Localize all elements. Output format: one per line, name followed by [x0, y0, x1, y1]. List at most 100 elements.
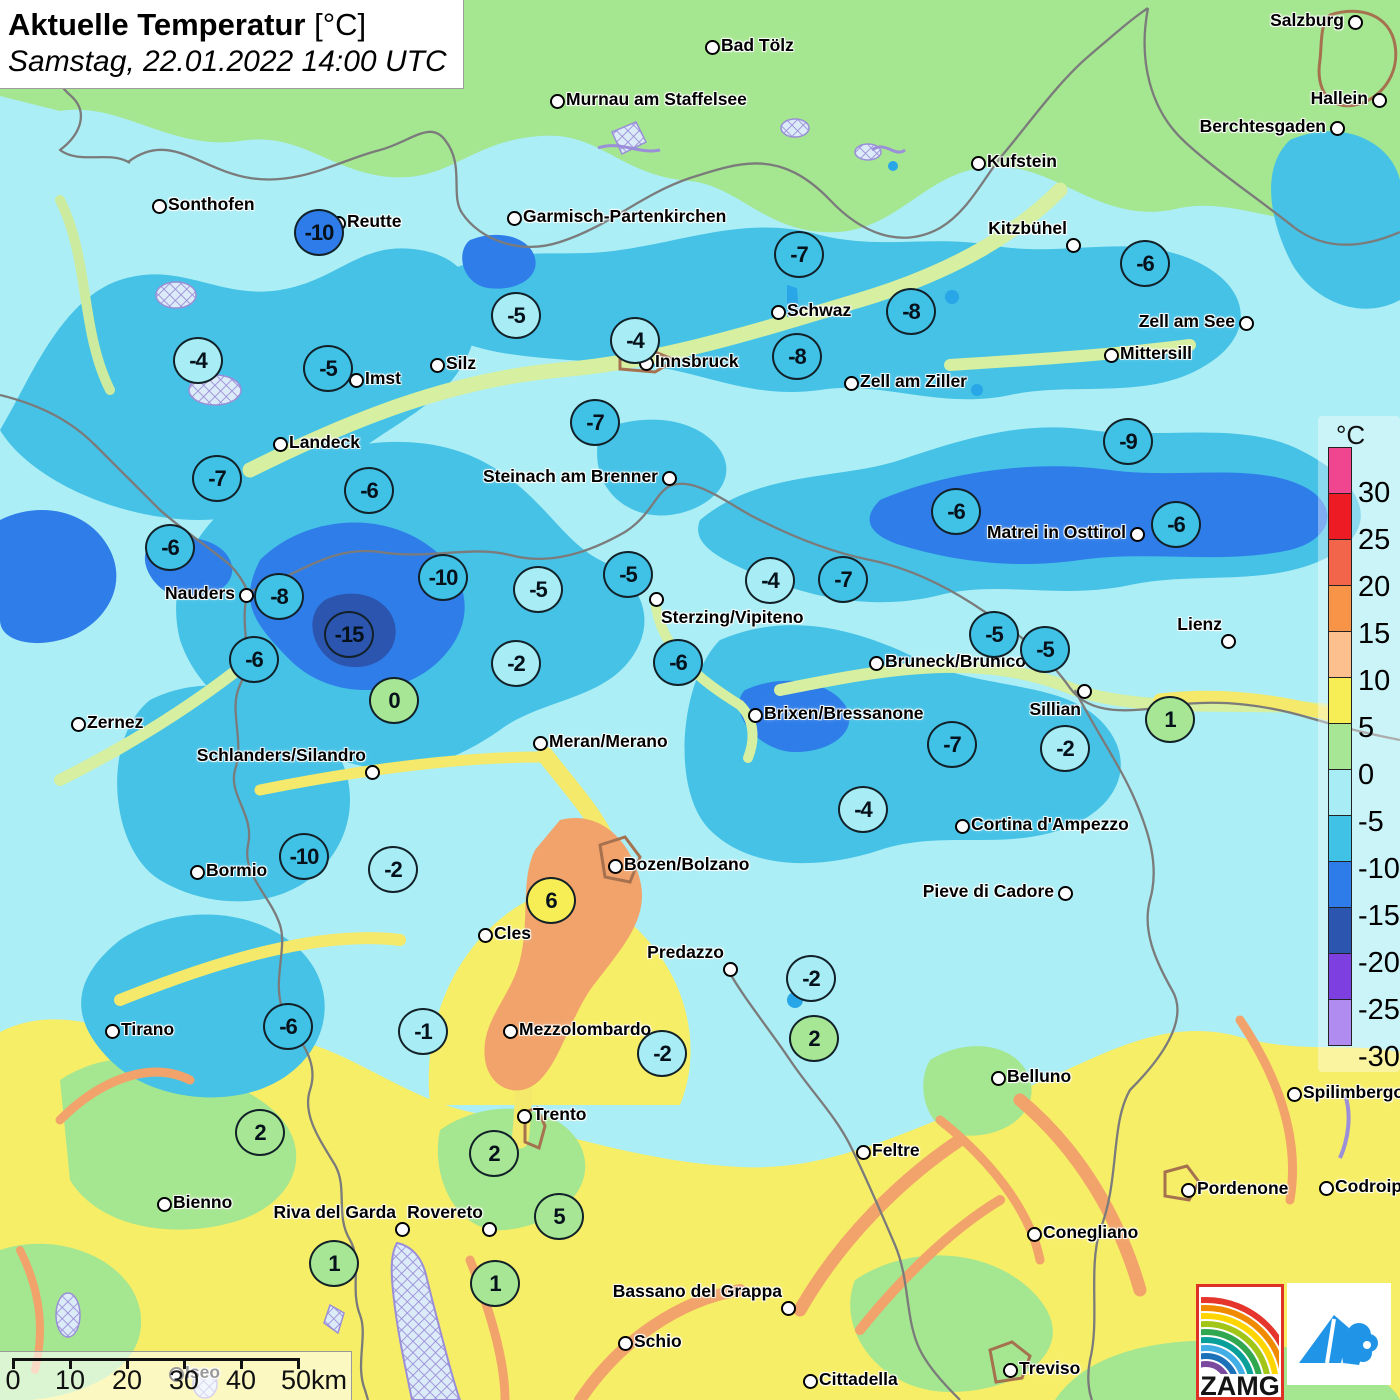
outline-treviso	[988, 1340, 1032, 1384]
colorbar-unit-label: °C	[1336, 420, 1366, 450]
station-temp-marker: -6	[344, 467, 394, 514]
city-label: Conegliano	[1043, 1222, 1139, 1242]
city-dot	[1239, 316, 1254, 331]
city-dot	[1181, 1183, 1196, 1198]
city-dot	[803, 1374, 818, 1389]
city-label: Feltre	[872, 1140, 920, 1160]
city-label: Riva del Garda	[273, 1202, 396, 1222]
city-dot	[105, 1024, 120, 1039]
station-temp-marker: -10	[279, 833, 329, 880]
city-label: Bormio	[206, 860, 268, 880]
city-label: Imst	[365, 368, 401, 388]
station-temp-marker: -5	[969, 611, 1019, 658]
city-dot	[844, 376, 859, 391]
station-temp-marker: -10	[418, 554, 468, 601]
city-label: Predazzo	[647, 942, 724, 962]
zamg-rainbow-icon	[1201, 1297, 1279, 1374]
city-label: Bienno	[173, 1192, 233, 1212]
city-label: Kufstein	[987, 151, 1057, 171]
station-temp-marker: 5	[534, 1193, 584, 1240]
lakes	[55, 118, 1351, 1400]
city-label: Hallein	[1310, 88, 1368, 108]
colorbar-tick-label: -25	[1358, 994, 1400, 1027]
city-label: Reutte	[347, 211, 402, 231]
station-temp-marker: -8	[772, 333, 822, 380]
city-dot	[705, 40, 720, 55]
city-label: Brixen/Bressanone	[764, 703, 924, 723]
city-label: Zernez	[87, 712, 144, 732]
station-temp-marker: -4	[173, 337, 223, 384]
orange-slopes	[16, 818, 1297, 1400]
station-temp-marker: -6	[1120, 240, 1170, 287]
city-dot	[152, 199, 167, 214]
city-label: Bassano del Grappa	[612, 1281, 782, 1301]
region-south-plain	[0, 1019, 1400, 1400]
colorbar-tick-label: 0	[1358, 759, 1375, 792]
city-label: Garmisch-Partenkirchen	[523, 206, 727, 226]
colorbar-tick-label: -30	[1358, 1041, 1400, 1074]
scale-bar-label: 10	[54, 1365, 86, 1395]
station-temp-marker: -7	[927, 721, 977, 768]
station-temp-marker: -6	[931, 488, 981, 535]
city-dot	[550, 94, 565, 109]
station-temp-marker: -5	[1020, 626, 1070, 673]
scale-bar-tick	[126, 1358, 129, 1369]
station-temp-marker: -15	[324, 611, 374, 658]
city-label: Silz	[446, 353, 477, 373]
station-temp-marker: -5	[491, 292, 541, 339]
colorbar-segment	[1328, 815, 1352, 862]
station-temp-marker: -10	[294, 209, 344, 256]
colorbar-segment	[1328, 585, 1352, 632]
station-temp-marker: -2	[368, 846, 418, 893]
station-temp-marker: -7	[818, 556, 868, 603]
city-label: Matrei in Osttirol	[986, 522, 1126, 542]
station-temp-marker: -6	[145, 524, 195, 571]
city-label: Schlanders/Silandro	[196, 745, 366, 765]
title-unit: [°C]	[314, 7, 367, 42]
mountain-cloud-logo	[1287, 1283, 1391, 1385]
scale-bar-line	[13, 1358, 298, 1361]
city-dot	[1104, 348, 1119, 363]
city-dot	[1319, 1181, 1334, 1196]
city-label: Belluno	[1007, 1066, 1072, 1086]
city-dot	[190, 865, 205, 880]
cloud-curl	[1363, 1341, 1371, 1349]
city-label: Berchtesgaden	[1199, 116, 1326, 136]
city-dot	[1330, 121, 1345, 136]
station-temp-marker: -7	[192, 455, 242, 502]
city-label: Steinach am Brenner	[482, 466, 658, 486]
colorbar-segment	[1328, 769, 1352, 816]
outline-salzburg	[1317, 9, 1398, 108]
city-label: Bad Tölz	[721, 35, 794, 55]
city-dot	[1027, 1227, 1042, 1242]
city-label: Cles	[494, 923, 531, 943]
city-dot	[748, 708, 763, 723]
station-temp-marker: -8	[886, 288, 936, 335]
lake-staffelsee	[155, 281, 197, 309]
city-dot	[239, 588, 254, 603]
city-label: Innsbruck	[655, 351, 739, 371]
city-label: Pieve di Cadore	[922, 881, 1054, 901]
colorbar-tick-label: -20	[1358, 947, 1400, 980]
zamg-logo: ZAMG	[1196, 1284, 1284, 1400]
city-dot	[1372, 93, 1387, 108]
scale-bar-tick	[183, 1358, 186, 1369]
colorbar-tick-label: 20	[1358, 571, 1391, 604]
city-dot	[856, 1145, 871, 1160]
city-dot	[1003, 1363, 1018, 1378]
colorbar-tick-label: -15	[1358, 900, 1400, 933]
city-dot	[517, 1109, 532, 1124]
city-dot	[991, 1071, 1006, 1086]
station-temp-marker: -9	[1103, 418, 1153, 465]
station-temp-marker: -6	[653, 639, 703, 686]
title-main: Aktuelle Temperatur	[8, 7, 306, 42]
city-dot	[273, 437, 288, 452]
station-temp-marker: 1	[470, 1260, 520, 1307]
scale-bar-label: 20	[111, 1365, 143, 1395]
station-temp-marker: -6	[229, 636, 279, 683]
colorbar-tick-label: 5	[1358, 712, 1375, 745]
outline-bozen	[598, 835, 642, 884]
scale-bar-tick	[12, 1358, 15, 1369]
city-label: Sterzing/Vipiteno	[661, 607, 804, 627]
colorbar-segment	[1328, 677, 1352, 724]
